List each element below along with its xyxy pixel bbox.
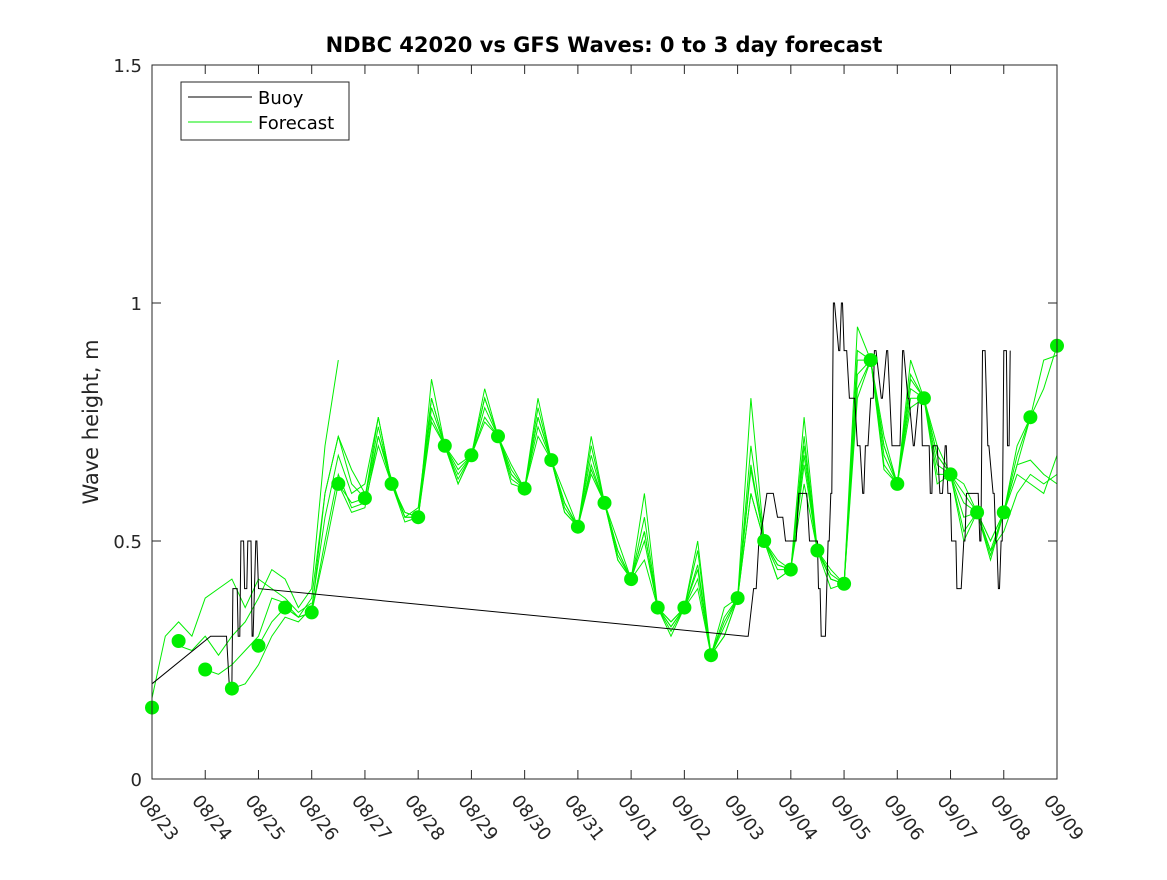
forecast-marker bbox=[304, 605, 319, 620]
y-tick-label: 0 bbox=[131, 770, 142, 791]
forecast-marker bbox=[757, 534, 772, 548]
forecast-series-line bbox=[151, 578, 312, 699]
forecast-marker bbox=[517, 481, 532, 496]
y-tick-label: 0.5 bbox=[113, 532, 142, 553]
plot-area bbox=[152, 65, 1057, 779]
legend: Buoy Forecast bbox=[180, 81, 350, 141]
forecast-marker bbox=[1023, 410, 1038, 425]
forecast-series-line bbox=[178, 360, 339, 657]
forecast-marker bbox=[783, 562, 798, 577]
forecast-marker bbox=[570, 519, 585, 534]
forecast-marker bbox=[278, 600, 293, 615]
forecast-marker bbox=[810, 543, 825, 558]
y-tick-label: 1.5 bbox=[113, 56, 142, 77]
forecast-marker bbox=[437, 438, 452, 453]
forecast-marker bbox=[251, 638, 266, 653]
forecast-series-line bbox=[1003, 459, 1058, 513]
forecast-marker bbox=[544, 453, 559, 468]
y-axis-label: Wave height, m bbox=[79, 339, 103, 504]
buoy-series-line bbox=[151, 302, 1011, 685]
forecast-marker bbox=[890, 476, 905, 491]
forecast-marker bbox=[704, 648, 718, 663]
forecast-marker bbox=[464, 448, 479, 463]
legend-buoy-label: Buoy bbox=[258, 88, 304, 109]
forecast-marker bbox=[224, 681, 239, 696]
forecast-marker bbox=[650, 600, 665, 615]
forecast-marker bbox=[916, 391, 931, 406]
forecast-marker bbox=[384, 476, 399, 491]
forecast-series-line bbox=[976, 473, 1058, 552]
forecast-marker bbox=[357, 491, 372, 506]
forecast-marker bbox=[411, 510, 426, 525]
forecast-marker bbox=[597, 495, 612, 510]
forecast-marker bbox=[863, 353, 878, 368]
marker-layer bbox=[145, 338, 1064, 715]
forecast-marker bbox=[943, 467, 958, 482]
forecast-marker bbox=[837, 576, 852, 591]
chart-title: NDBC 42020 vs GFS Waves: 0 to 3 day fore… bbox=[326, 33, 883, 57]
plot-frame bbox=[151, 64, 1058, 780]
forecast-marker bbox=[198, 662, 213, 677]
forecast-marker bbox=[730, 591, 745, 606]
forecast-marker bbox=[677, 600, 692, 615]
y-tick-label: 1 bbox=[131, 294, 142, 315]
forecast-marker bbox=[331, 476, 346, 491]
forecast-marker bbox=[624, 572, 639, 587]
legend-forecast-label: Forecast bbox=[258, 113, 334, 134]
legend-box bbox=[180, 81, 350, 141]
forecast-marker bbox=[970, 505, 985, 520]
forecast-marker bbox=[491, 429, 505, 444]
forecast-marker bbox=[171, 634, 186, 648]
forecast-marker bbox=[996, 505, 1011, 520]
